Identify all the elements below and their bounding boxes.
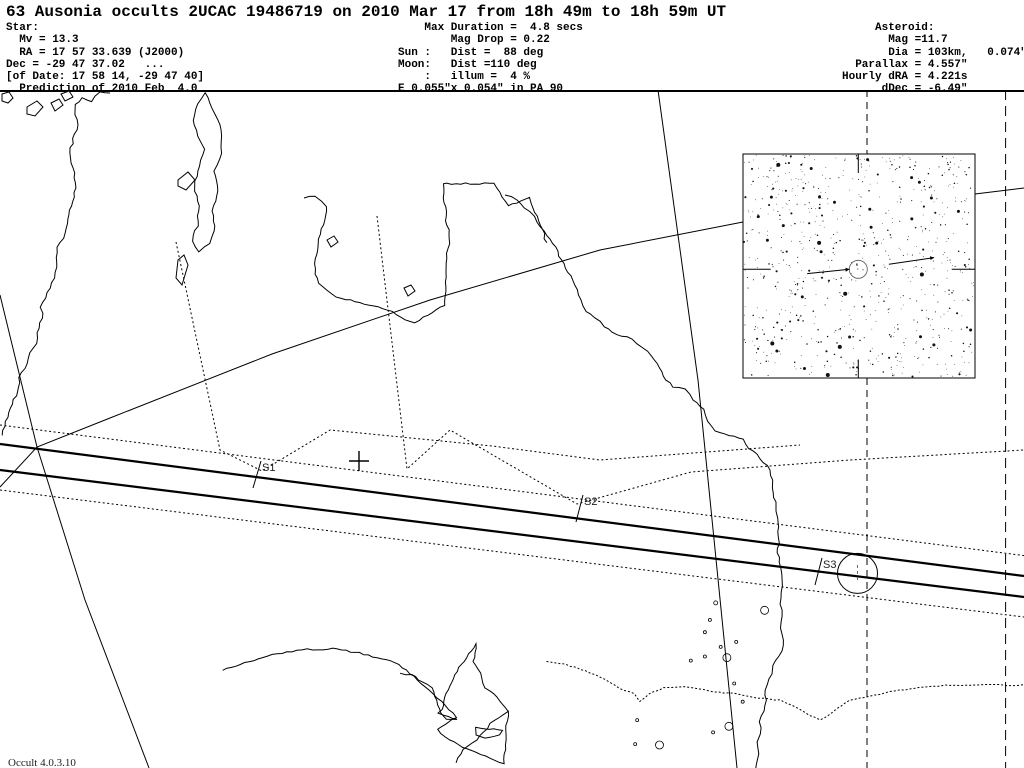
svg-text:S1: S1 bbox=[262, 462, 275, 474]
svg-text:Occult 4.0.3.10: Occult 4.0.3.10 bbox=[8, 757, 76, 768]
svg-text:S2: S2 bbox=[584, 496, 597, 508]
svg-text:S3: S3 bbox=[823, 559, 836, 571]
